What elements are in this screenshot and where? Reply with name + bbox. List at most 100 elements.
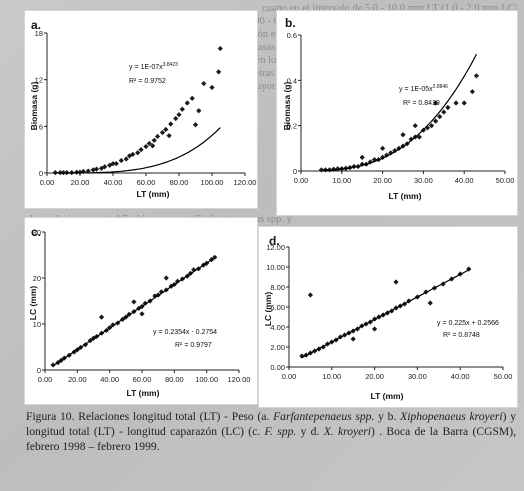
data-point bbox=[445, 104, 451, 111]
x-tick-label: 80.00 bbox=[170, 178, 189, 187]
data-point bbox=[163, 126, 169, 133]
data-point bbox=[469, 89, 475, 95]
x-tick-label: 40.00 bbox=[100, 375, 119, 384]
y-tick-label: 20 bbox=[33, 274, 41, 283]
equation-exponent: 2.8846 bbox=[433, 84, 449, 90]
y-axis-label: Biomasa (g) bbox=[282, 82, 292, 131]
x-tick-label: 120.00 bbox=[234, 178, 257, 187]
x-tick-label: 60.00 bbox=[137, 178, 156, 187]
trend-equation: y = 0.2354x - 0.2754 bbox=[153, 329, 217, 336]
data-point bbox=[189, 95, 195, 101]
data-point bbox=[139, 311, 145, 317]
x-tick-label: 0.00 bbox=[294, 176, 309, 185]
data-point bbox=[174, 278, 181, 284]
data-point bbox=[400, 132, 406, 138]
x-tick-label: 40.00 bbox=[451, 372, 470, 381]
caption-mid-b: ) y longitud total (LT) - longitud capar… bbox=[26, 410, 516, 438]
data-point bbox=[168, 121, 174, 127]
x-tick-label: 80.00 bbox=[165, 375, 184, 384]
data-point bbox=[146, 140, 152, 147]
figure-caption: Figura 10. Relaciones longitud total (LT… bbox=[26, 409, 516, 454]
y-tick-label: 4.00 bbox=[270, 323, 285, 332]
x-tick-label: 60.00 bbox=[133, 375, 152, 384]
x-tick-label: 40.00 bbox=[104, 178, 123, 187]
caption-prefix: Figura 10. Relaciones longitud total (LT… bbox=[26, 410, 274, 423]
data-point bbox=[52, 170, 58, 176]
y-tick-label: 6.00 bbox=[270, 303, 285, 312]
data-point bbox=[93, 166, 100, 172]
data-point bbox=[173, 115, 179, 122]
data-point bbox=[350, 336, 356, 342]
x-tick-label: 20.00 bbox=[71, 178, 90, 187]
background-text-line: cuano en el intervalo de 5.0 - 10.0 mm L… bbox=[262, 3, 517, 14]
equation-exponent: 3.8423 bbox=[163, 62, 179, 68]
y-tick-label: 0.00 bbox=[270, 363, 285, 372]
data-point bbox=[143, 143, 149, 150]
panel-label: a. bbox=[31, 18, 41, 32]
data-point bbox=[113, 161, 119, 167]
data-point bbox=[184, 100, 190, 106]
data-point bbox=[179, 106, 185, 112]
caption-taxon-d: X. kroyeri bbox=[323, 425, 372, 438]
chart-b: b. 0.00 10.00 20.00 30.00 40.00 50.00 0 0.2 0.4 0.… bbox=[282, 16, 515, 201]
x-axis-label: LT (mm) bbox=[137, 189, 170, 199]
chart-a: a. 0.00 20.00 40.00 60.00 80.00 100.00 120.00 0 6… bbox=[29, 18, 257, 199]
r-squared-label: R² = 0.8748 bbox=[443, 332, 480, 339]
x-tick-label: 50.00 bbox=[496, 176, 515, 185]
y-tick-label: 6 bbox=[39, 122, 43, 131]
chart-panel-b: b. 0.00 10.00 20.00 30.00 40.00 50.00 0 0.2 0.4 0.… bbox=[276, 10, 518, 216]
trend-equation: y = 0.225x + 0.2566 bbox=[437, 320, 499, 327]
data-point bbox=[307, 292, 313, 298]
x-tick-label: 100.00 bbox=[195, 375, 218, 384]
y-axis-label: LC (mm) bbox=[28, 286, 38, 321]
data-point bbox=[217, 45, 223, 52]
trend-line bbox=[52, 257, 216, 367]
r-squared-label: R² = 0.9797 bbox=[175, 342, 212, 349]
data-point bbox=[110, 161, 116, 167]
panel-label: b. bbox=[285, 16, 296, 30]
panel-label: c. bbox=[31, 225, 41, 239]
data-point bbox=[428, 123, 435, 129]
data-point bbox=[151, 137, 157, 143]
chart-panel-c: c. 0.00 20.00 40.00 60.00 80.00 100.00 120.00 0 1… bbox=[24, 217, 258, 405]
data-point bbox=[130, 151, 136, 157]
y-tick-label: 18 bbox=[35, 29, 43, 38]
y-axis-label: Biomasa (g) bbox=[29, 82, 39, 131]
data-point bbox=[372, 326, 378, 332]
data-point bbox=[299, 353, 305, 359]
y-tick-label: 10 bbox=[33, 320, 41, 329]
chart-panel-d: d. 0.00 10.00 20.00 30.00 40.00 50.00 0.00 2.00 4… bbox=[258, 226, 518, 408]
equation-base: y = 0.2354x - 0.2754 bbox=[153, 329, 217, 336]
data-point bbox=[131, 299, 137, 305]
trend-line bbox=[301, 269, 470, 359]
x-tick-label: 0.00 bbox=[40, 178, 55, 187]
chart-c: c. 0.00 20.00 40.00 60.00 80.00 100.00 120.00 0 1… bbox=[28, 225, 250, 398]
data-point bbox=[427, 300, 433, 306]
data-point bbox=[102, 164, 108, 170]
y-tick-label: 0 bbox=[293, 167, 297, 176]
x-tick-label: 30.00 bbox=[414, 176, 433, 185]
data-point bbox=[98, 314, 105, 320]
data-point bbox=[118, 157, 124, 164]
y-tick-label: 0 bbox=[37, 366, 41, 375]
data-point bbox=[473, 73, 480, 79]
data-point bbox=[50, 362, 56, 368]
r-squared-label: R² = 0.8419 bbox=[403, 100, 440, 107]
data-point bbox=[209, 84, 215, 91]
data-point bbox=[416, 134, 422, 140]
data-point bbox=[380, 145, 386, 151]
y-tick-label: 0.4 bbox=[287, 76, 297, 85]
chart-panel-a: a. 0.00 20.00 40.00 60.00 80.00 100.00 120.00 0 6… bbox=[24, 10, 258, 209]
x-tick-label: 40.00 bbox=[455, 176, 474, 185]
caption-mid-a: y b. bbox=[374, 410, 401, 423]
chart-d: d. 0.00 10.00 20.00 30.00 40.00 50.00 0.00 2.00 4… bbox=[263, 234, 512, 401]
x-tick-label: 10.00 bbox=[322, 372, 341, 381]
data-point bbox=[201, 80, 207, 87]
data-point bbox=[150, 143, 156, 149]
y-tick-label: 12 bbox=[35, 76, 43, 85]
equation-base: y = 0.225x + 0.2566 bbox=[437, 320, 499, 327]
data-point bbox=[453, 100, 459, 106]
y-tick-label: 12.00 bbox=[266, 243, 285, 252]
data-point bbox=[359, 154, 365, 160]
y-tick-label: 30 bbox=[33, 228, 41, 237]
